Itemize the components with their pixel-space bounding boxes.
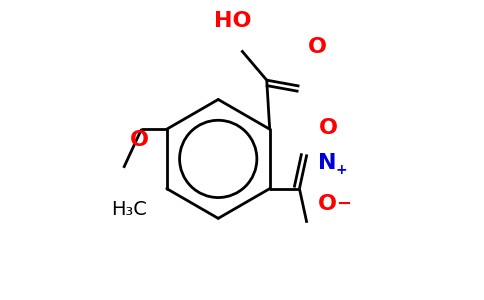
Text: O: O bbox=[130, 130, 149, 150]
Text: H₃C: H₃C bbox=[111, 200, 147, 219]
Text: O: O bbox=[307, 38, 326, 58]
Text: N: N bbox=[318, 153, 336, 173]
Text: O: O bbox=[319, 118, 338, 138]
Text: O: O bbox=[318, 194, 337, 214]
Text: −: − bbox=[335, 194, 351, 212]
Text: HO: HO bbox=[214, 11, 252, 31]
Text: +: + bbox=[335, 164, 347, 177]
